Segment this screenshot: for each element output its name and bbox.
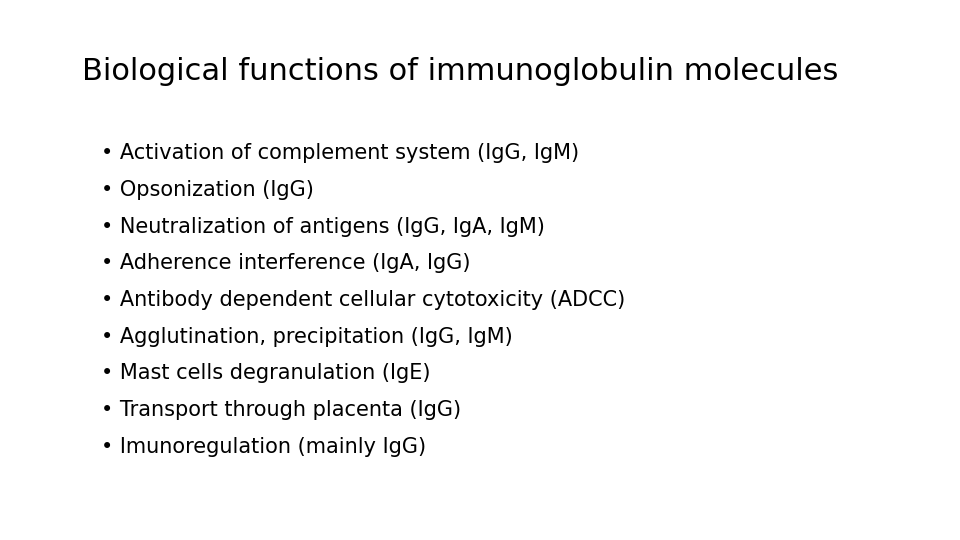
Text: • Imunoregulation (mainly IgG): • Imunoregulation (mainly IgG) <box>101 437 426 457</box>
Text: Biological functions of immunoglobulin molecules: Biological functions of immunoglobulin m… <box>82 57 838 86</box>
Text: • Mast cells degranulation (IgE): • Mast cells degranulation (IgE) <box>101 363 430 383</box>
Text: • Antibody dependent cellular cytotoxicity (ADCC): • Antibody dependent cellular cytotoxici… <box>101 290 625 310</box>
Text: • Activation of complement system (IgG, IgM): • Activation of complement system (IgG, … <box>101 143 579 163</box>
Text: • Agglutination, precipitation (IgG, IgM): • Agglutination, precipitation (IgG, IgM… <box>101 327 513 347</box>
Text: • Transport through placenta (IgG): • Transport through placenta (IgG) <box>101 400 461 420</box>
Text: • Opsonization (IgG): • Opsonization (IgG) <box>101 180 314 200</box>
Text: • Adherence interference (IgA, IgG): • Adherence interference (IgA, IgG) <box>101 253 470 273</box>
Text: • Neutralization of antigens (IgG, IgA, IgM): • Neutralization of antigens (IgG, IgA, … <box>101 217 544 237</box>
